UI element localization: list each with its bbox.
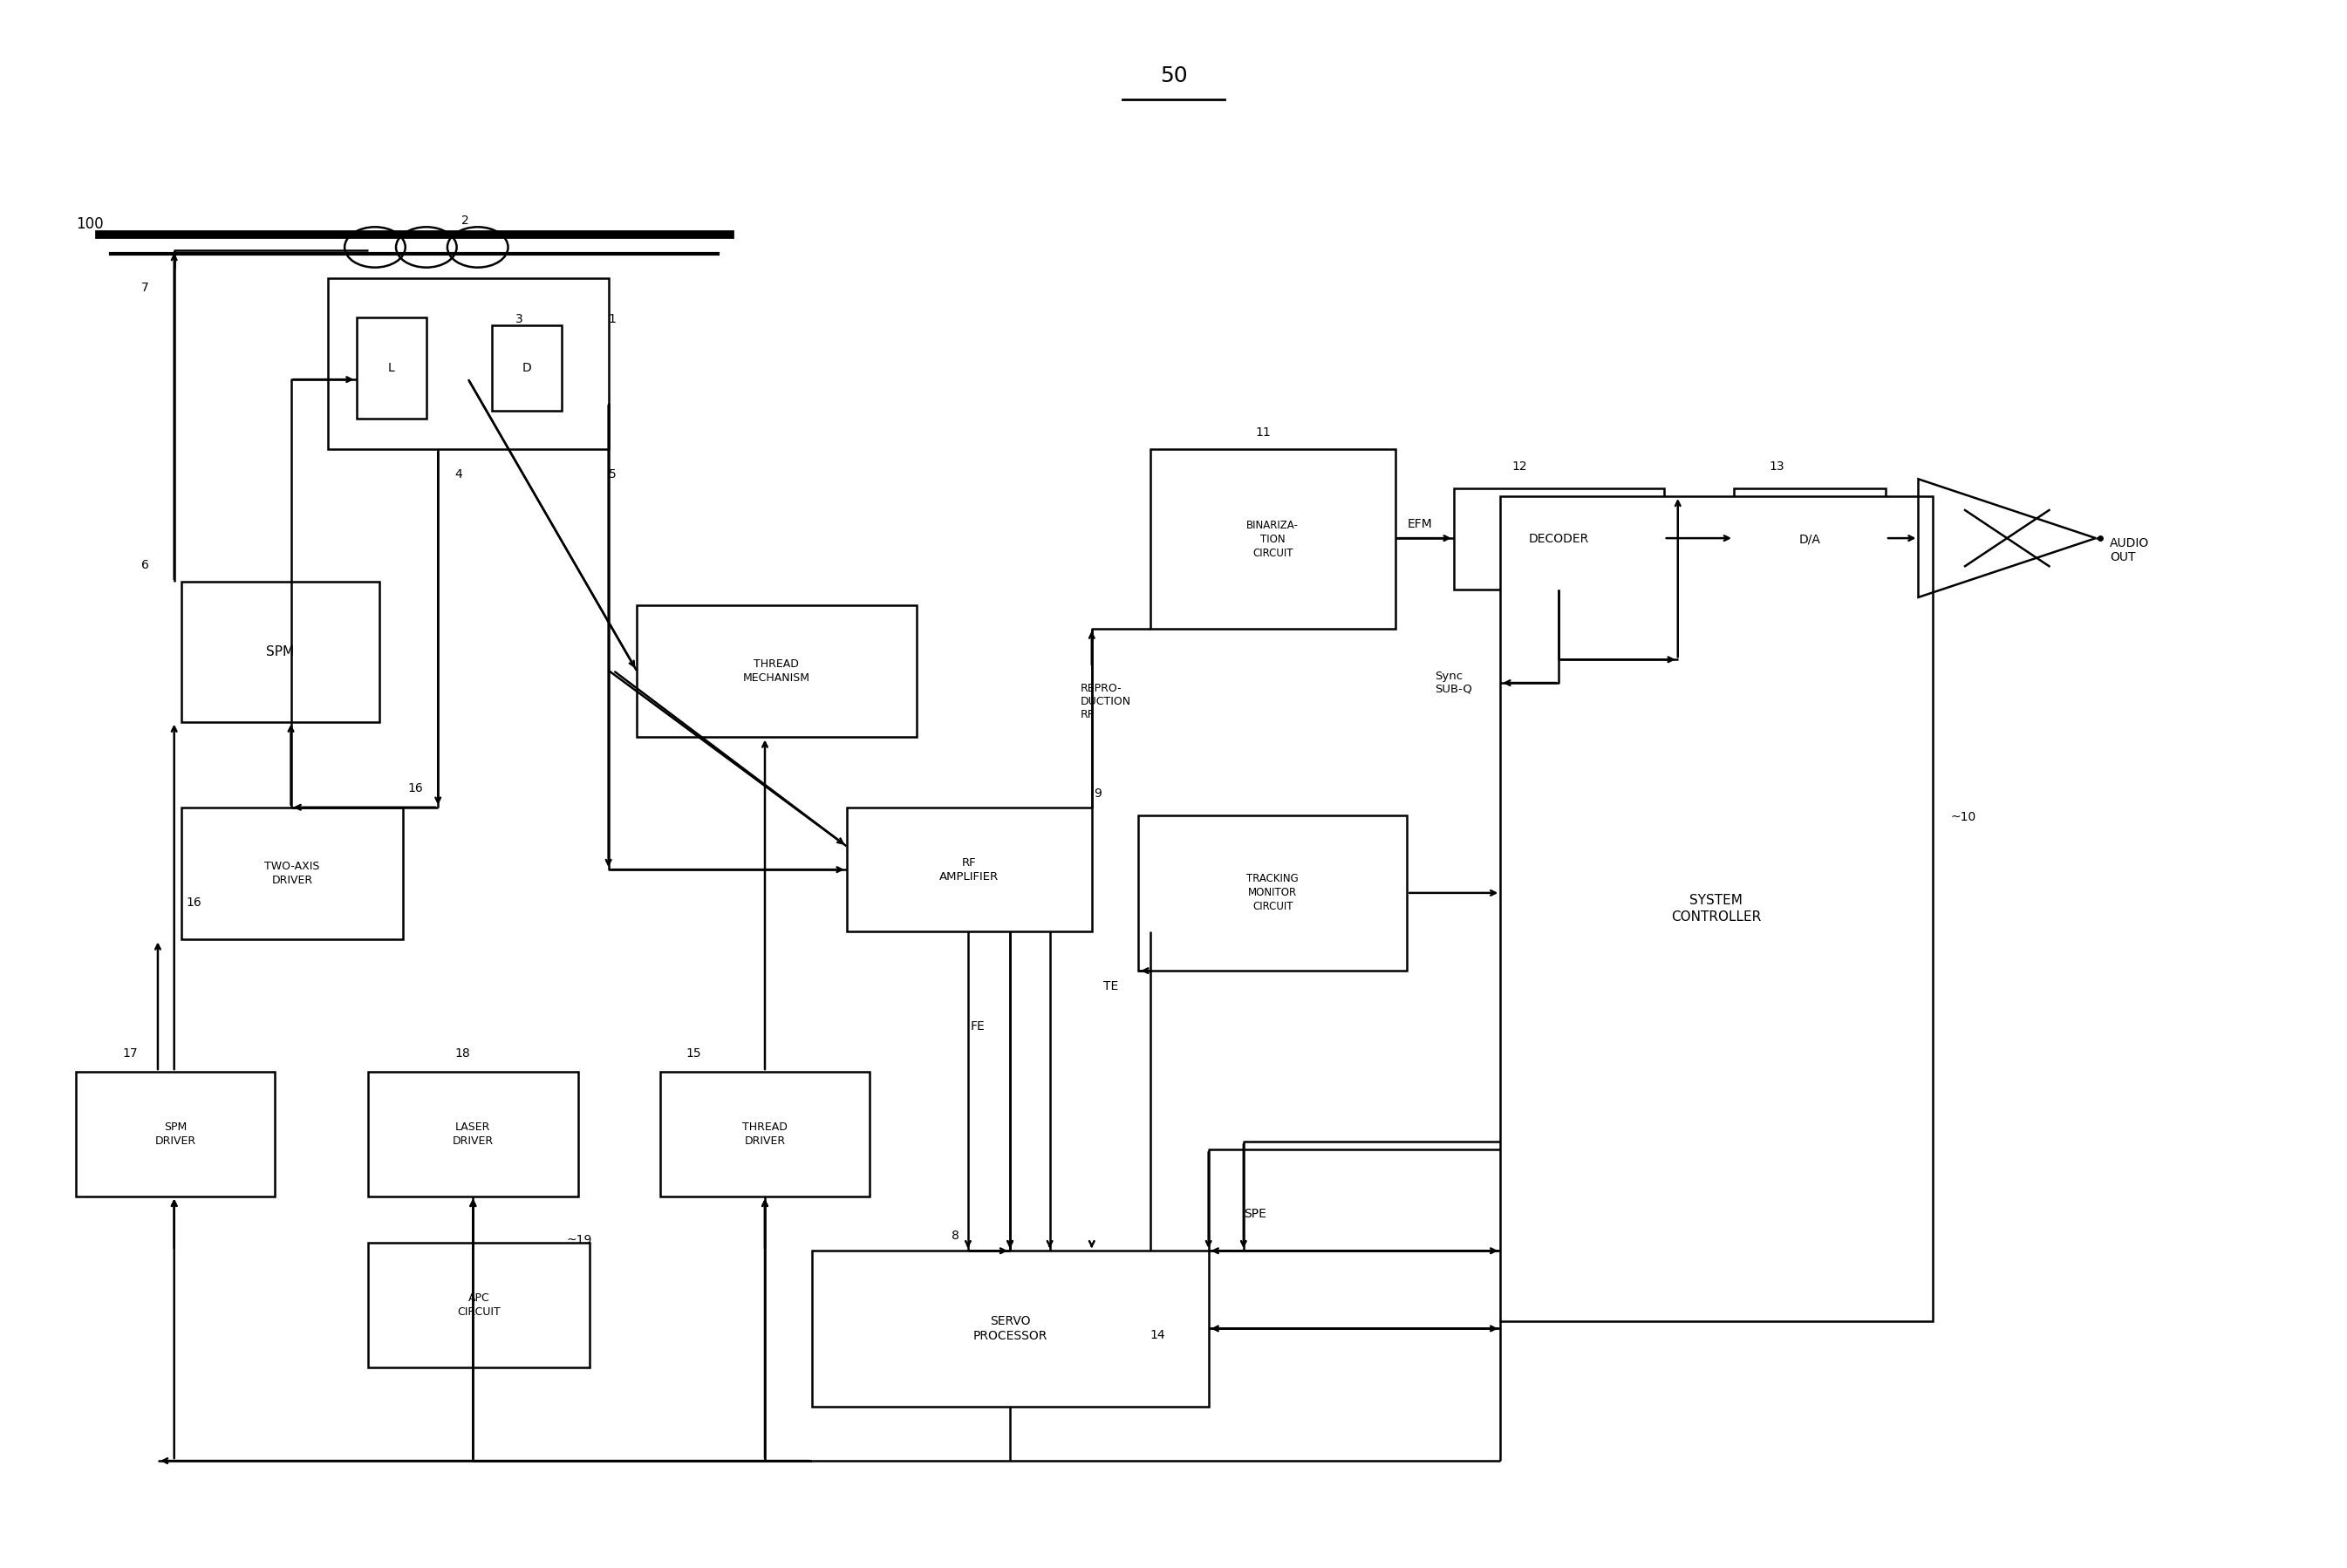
Text: 18: 18: [455, 1047, 469, 1060]
Bar: [1734, 488, 1885, 590]
Text: 16: 16: [408, 782, 422, 795]
Text: 8: 8: [951, 1229, 960, 1242]
Bar: [1138, 815, 1406, 971]
Text: 3: 3: [514, 312, 523, 325]
Text: TRACKING
MONITOR
CIRCUIT: TRACKING MONITOR CIRCUIT: [1246, 873, 1298, 913]
Text: ~19: ~19: [566, 1234, 591, 1247]
Text: SYSTEM
CONTROLLER: SYSTEM CONTROLLER: [1671, 894, 1760, 924]
Text: DECODER: DECODER: [1528, 533, 1589, 546]
Bar: [329, 279, 608, 450]
Text: 4: 4: [455, 469, 462, 481]
Text: 2: 2: [462, 215, 469, 227]
Text: Sync
SUB-Q: Sync SUB-Q: [1434, 671, 1472, 695]
Text: 9: 9: [1094, 787, 1101, 800]
Text: EFM: EFM: [1406, 517, 1432, 530]
Text: FE: FE: [969, 1021, 986, 1033]
Text: 50: 50: [1159, 66, 1188, 86]
Text: 16: 16: [185, 897, 202, 908]
Text: 1: 1: [608, 312, 617, 325]
Text: SERVO
PROCESSOR: SERVO PROCESSOR: [972, 1316, 1047, 1342]
Text: THREAD
DRIVER: THREAD DRIVER: [742, 1121, 789, 1146]
Text: SPM
DRIVER: SPM DRIVER: [155, 1121, 195, 1146]
Bar: [636, 605, 918, 737]
Text: D/A: D/A: [1798, 533, 1821, 546]
Text: THREAD
MECHANISM: THREAD MECHANISM: [744, 659, 810, 684]
Bar: [1453, 488, 1664, 590]
Text: 5: 5: [608, 469, 617, 481]
Bar: [1150, 450, 1396, 629]
Bar: [368, 1073, 577, 1196]
Text: 13: 13: [1770, 461, 1784, 474]
Text: REPRO-
DUCTION
RF: REPRO- DUCTION RF: [1080, 684, 1131, 720]
Text: APC
CIRCUIT: APC CIRCUIT: [458, 1292, 500, 1317]
Bar: [812, 1251, 1209, 1406]
Bar: [181, 582, 380, 721]
Text: 7: 7: [141, 282, 150, 293]
Text: 17: 17: [122, 1047, 138, 1060]
Text: LASER
DRIVER: LASER DRIVER: [453, 1121, 493, 1146]
Text: D: D: [521, 362, 530, 373]
Bar: [181, 808, 404, 939]
Bar: [847, 808, 1091, 931]
Text: SPE: SPE: [1244, 1207, 1265, 1220]
Text: SPM: SPM: [268, 644, 293, 659]
Text: AUDIO
OUT: AUDIO OUT: [2110, 538, 2150, 564]
Text: TWO-AXIS
DRIVER: TWO-AXIS DRIVER: [265, 861, 319, 886]
Text: L: L: [387, 362, 394, 373]
Bar: [1500, 495, 1932, 1320]
Bar: [75, 1073, 275, 1196]
Text: 6: 6: [141, 558, 150, 571]
Text: ~10: ~10: [1950, 811, 1976, 823]
Text: 12: 12: [1511, 461, 1528, 474]
Bar: [493, 325, 561, 411]
Text: TE: TE: [1103, 980, 1120, 993]
Text: BINARIZA-
TION
CIRCUIT: BINARIZA- TION CIRCUIT: [1246, 519, 1298, 558]
Text: 15: 15: [685, 1047, 702, 1060]
Text: 14: 14: [1150, 1328, 1166, 1341]
Text: 100: 100: [75, 216, 103, 232]
Bar: [660, 1073, 871, 1196]
Bar: [357, 317, 427, 419]
Bar: [368, 1243, 589, 1367]
Text: 11: 11: [1256, 426, 1270, 439]
Text: RF
AMPLIFIER: RF AMPLIFIER: [939, 858, 1000, 883]
